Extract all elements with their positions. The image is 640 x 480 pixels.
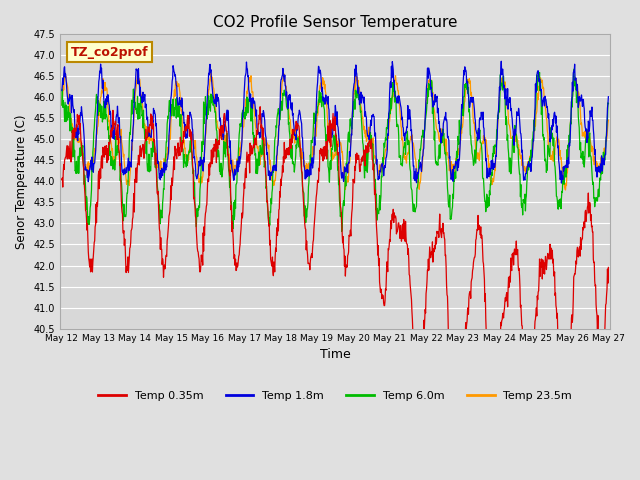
Text: TZ_co2prof: TZ_co2prof [71, 46, 148, 59]
Y-axis label: Senor Temperature (C): Senor Temperature (C) [15, 114, 28, 249]
X-axis label: Time: Time [320, 348, 351, 361]
Legend: Temp 0.35m, Temp 1.8m, Temp 6.0m, Temp 23.5m: Temp 0.35m, Temp 1.8m, Temp 6.0m, Temp 2… [93, 387, 577, 406]
Title: CO2 Profile Sensor Temperature: CO2 Profile Sensor Temperature [213, 15, 458, 30]
